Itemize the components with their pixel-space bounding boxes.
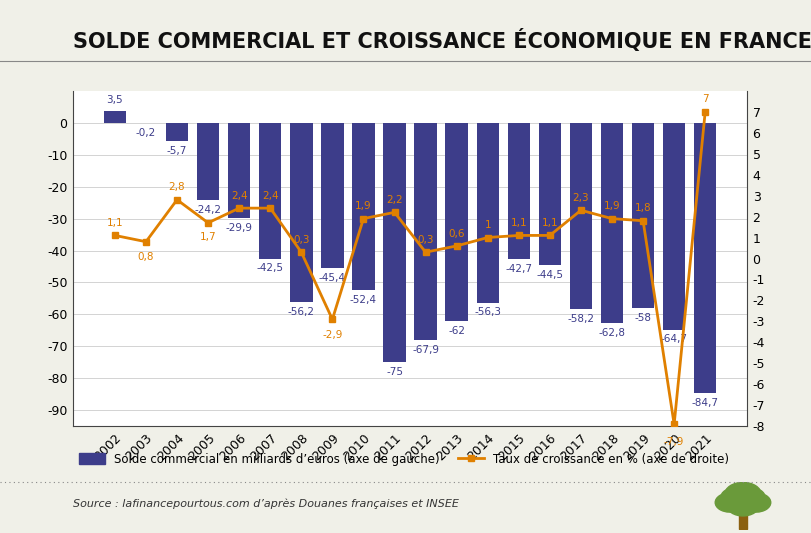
Text: -52,4: -52,4 — [350, 295, 376, 305]
Bar — [165, 123, 188, 141]
Text: -64,7: -64,7 — [660, 334, 687, 344]
Text: -42,5: -42,5 — [256, 263, 283, 273]
Bar — [104, 111, 126, 123]
Text: -2,9: -2,9 — [322, 330, 342, 340]
Circle shape — [740, 493, 770, 512]
Bar — [600, 123, 622, 324]
Text: 3,5: 3,5 — [106, 95, 123, 105]
Circle shape — [724, 482, 761, 506]
Bar — [507, 123, 530, 259]
Bar — [476, 123, 498, 303]
Text: 7: 7 — [701, 94, 708, 104]
Text: -84,7: -84,7 — [691, 398, 718, 408]
Circle shape — [738, 488, 764, 505]
Bar — [662, 123, 684, 329]
Text: 0,6: 0,6 — [448, 229, 465, 239]
Text: SOLDE COMMERCIAL ET CROISSANCE ÉCONOMIQUE EN FRANCE: SOLDE COMMERCIAL ET CROISSANCE ÉCONOMIQU… — [73, 29, 811, 52]
Bar — [197, 123, 219, 200]
Text: 1,9: 1,9 — [354, 201, 371, 211]
Bar — [259, 123, 281, 259]
Text: 0,8: 0,8 — [138, 252, 154, 262]
Bar — [352, 123, 374, 290]
Bar — [569, 123, 591, 309]
Text: -24,2: -24,2 — [195, 205, 221, 215]
Bar — [228, 123, 250, 218]
Bar — [693, 123, 715, 393]
Bar — [445, 123, 467, 321]
Bar — [414, 123, 436, 340]
Text: 1: 1 — [484, 220, 491, 230]
Text: 0,3: 0,3 — [293, 235, 309, 245]
Text: -58: -58 — [634, 313, 650, 323]
Legend: Solde commercial en milliards d’euros (axe de gauche), Taux de croissance en % (: Solde commercial en milliards d’euros (a… — [79, 453, 728, 466]
Bar — [321, 123, 343, 268]
Text: 2,4: 2,4 — [262, 191, 278, 201]
Text: 1,1: 1,1 — [510, 218, 526, 228]
Bar — [383, 123, 406, 362]
Text: -56,3: -56,3 — [474, 308, 500, 318]
Text: -62,8: -62,8 — [598, 328, 624, 338]
Text: 1,8: 1,8 — [634, 204, 650, 213]
Text: 2,2: 2,2 — [386, 195, 402, 205]
Text: 1,7: 1,7 — [200, 232, 217, 243]
Text: -67,9: -67,9 — [412, 344, 439, 354]
Bar — [538, 123, 560, 265]
Text: 1,1: 1,1 — [541, 218, 557, 228]
Text: 2,3: 2,3 — [572, 193, 589, 203]
Text: 2,4: 2,4 — [230, 191, 247, 201]
Circle shape — [726, 495, 758, 516]
Text: -56,2: -56,2 — [287, 307, 315, 317]
Text: 1,1: 1,1 — [106, 218, 123, 228]
Text: 2,8: 2,8 — [169, 182, 185, 192]
Text: -45,4: -45,4 — [319, 272, 345, 282]
Text: 1,9: 1,9 — [603, 201, 620, 211]
Text: -0,2: -0,2 — [135, 128, 156, 138]
Text: -7,9: -7,9 — [663, 437, 684, 447]
Text: -44,5: -44,5 — [536, 270, 563, 280]
Text: -29,9: -29,9 — [225, 223, 252, 233]
FancyBboxPatch shape — [738, 515, 746, 529]
Circle shape — [720, 488, 746, 505]
Text: 0,3: 0,3 — [417, 235, 433, 245]
Text: -5,7: -5,7 — [166, 146, 187, 156]
Text: -62: -62 — [448, 326, 465, 336]
Text: -42,7: -42,7 — [504, 264, 532, 274]
Bar — [290, 123, 312, 302]
Text: Source : lafinancepourtous.com d’après Douanes françaises et INSEE: Source : lafinancepourtous.com d’après D… — [73, 498, 458, 509]
Circle shape — [714, 493, 744, 512]
Bar — [631, 123, 654, 308]
Text: -75: -75 — [385, 367, 402, 377]
Text: -58,2: -58,2 — [567, 313, 594, 324]
